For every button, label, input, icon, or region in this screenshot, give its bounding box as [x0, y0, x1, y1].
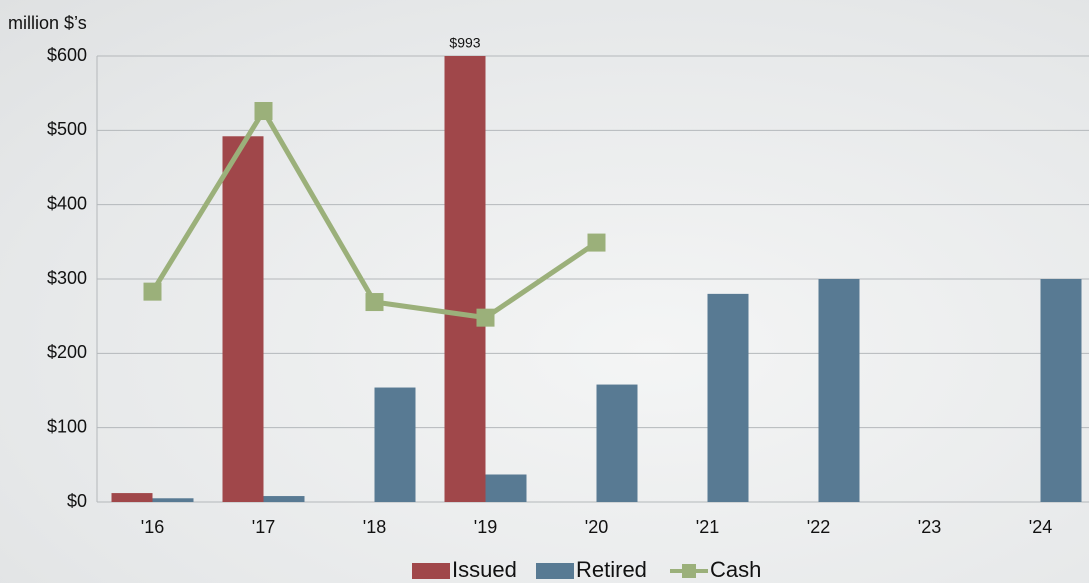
line [150, 106, 598, 321]
line-marker [476, 308, 495, 327]
y-tick-label: $400 [47, 193, 87, 213]
x-tick-label: '22 [807, 517, 830, 537]
legend-label: Issued [452, 557, 517, 582]
line-marker [143, 282, 162, 301]
x-tick-label: '24 [1029, 517, 1052, 537]
bar [152, 498, 194, 502]
bar [1040, 279, 1082, 502]
x-tick-label: '21 [696, 517, 719, 537]
bar [444, 56, 486, 502]
x-tick-label: '20 [585, 517, 608, 537]
bar [111, 493, 153, 502]
y-tick-label: $300 [47, 268, 87, 288]
legend-label: Retired [576, 557, 647, 582]
bar [263, 496, 305, 502]
value-label: $993 [449, 35, 480, 51]
y-tick-label: $200 [47, 342, 87, 362]
y-tick-label: $0 [67, 491, 87, 511]
y-tick-label: $600 [47, 45, 87, 65]
bar [818, 279, 860, 502]
y-tick-label: $100 [47, 416, 87, 436]
bar [707, 293, 749, 502]
y-axis-label: million $’s [8, 13, 87, 33]
bar [222, 136, 264, 502]
line-marker [254, 102, 273, 121]
x-tick-label: '16 [141, 517, 164, 537]
legend-swatch [412, 563, 450, 579]
legend-swatch [536, 563, 574, 579]
x-tick-label: '19 [474, 517, 497, 537]
plot-area [111, 56, 1082, 502]
x-tick-label: '18 [363, 517, 386, 537]
bar [596, 384, 638, 502]
x-tick-label: '23 [918, 517, 941, 537]
legend-label: Cash [710, 557, 761, 582]
bar [485, 474, 527, 502]
bar [374, 387, 416, 502]
x-tick-label: '17 [252, 517, 275, 537]
y-tick-label: $500 [47, 119, 87, 139]
line-marker [365, 293, 384, 312]
line-marker [587, 233, 606, 252]
legend-swatch [682, 564, 696, 578]
